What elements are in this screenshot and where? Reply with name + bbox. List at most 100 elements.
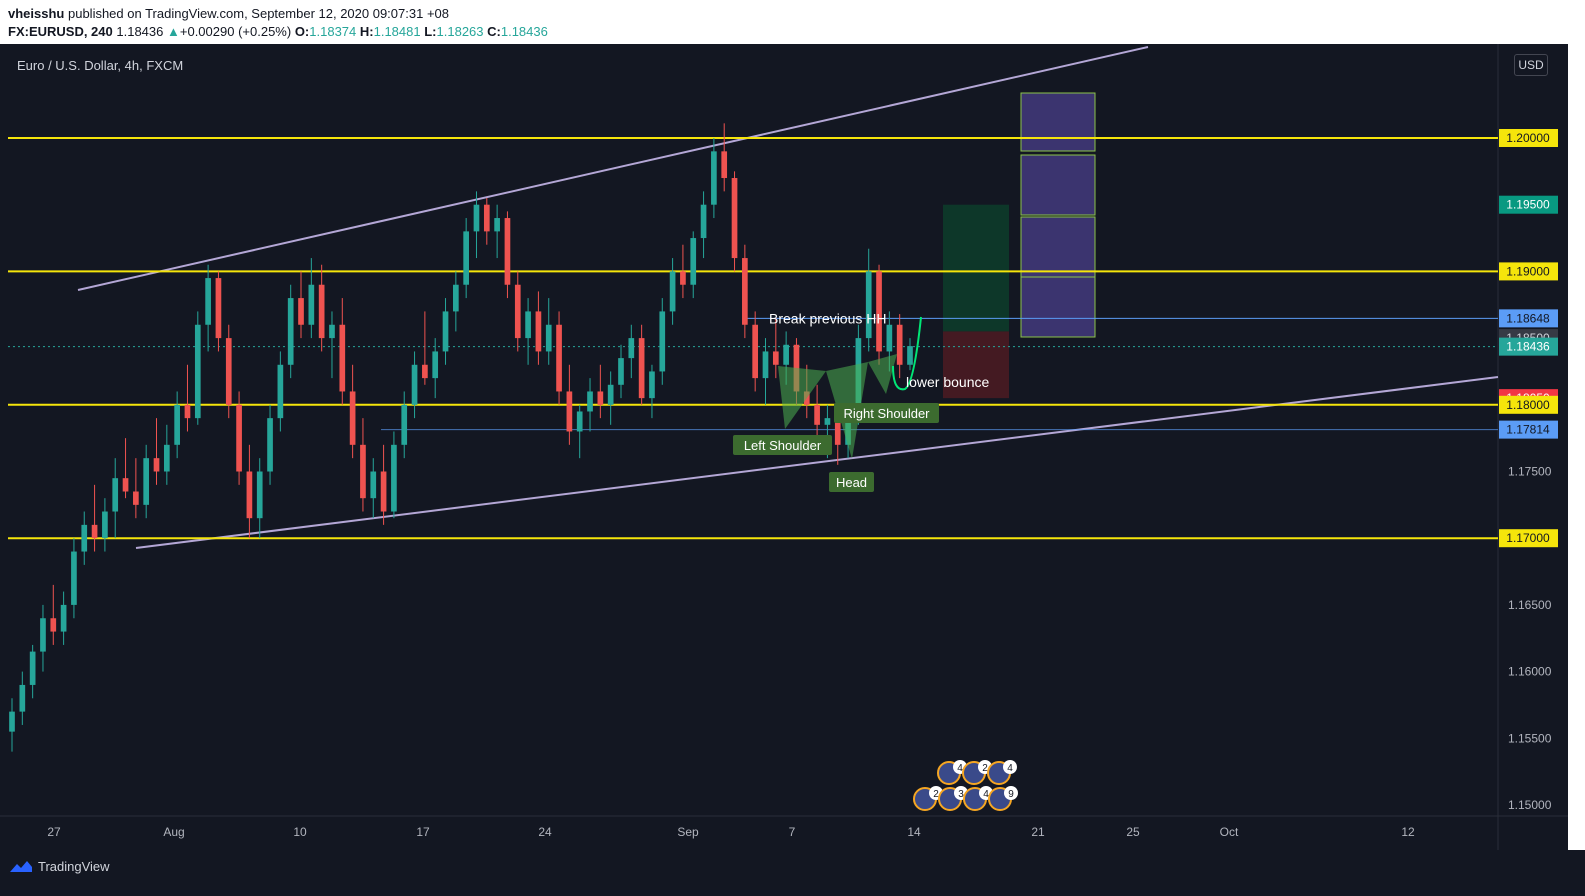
candle-body [700,204,707,239]
candle [236,391,242,485]
price-tag-label: 1.19500 [1506,198,1550,212]
candle [256,458,263,539]
candle [153,418,160,485]
currency-badge[interactable]: USD [1514,54,1548,76]
candle [349,364,356,459]
candle [19,671,26,725]
candle-body [19,684,26,712]
publisher-name[interactable]: vheisshu [8,6,65,21]
candle [411,351,418,419]
candle-body [391,444,397,512]
candle-body [680,271,686,285]
candle-body [834,418,841,445]
candle [50,584,57,645]
candle [669,258,676,325]
y-tick-label: 1.17500 [1508,465,1552,479]
candle [483,198,490,245]
event-count: 4 [1007,763,1013,774]
candle [896,314,903,379]
candle [370,458,377,519]
candle [453,271,459,332]
x-tick-label: 7 [789,825,796,839]
candle-body [360,444,366,499]
candle [865,248,872,352]
candle-body [752,324,759,379]
last-price: 1.18436 [116,24,164,39]
candle-body [29,651,36,685]
candle [9,698,15,752]
candle [514,271,521,352]
candle-body [122,478,129,492]
candle-body [339,324,346,392]
candle-body [308,284,315,325]
candle-body [246,471,253,519]
candle-body [432,351,439,379]
candle-body [329,324,335,339]
price-tag [1499,337,1558,356]
candle [566,364,573,445]
candle [721,123,728,192]
x-tick-label: 12 [1401,825,1415,839]
symbol-line: FX:EURUSD, 240 [8,24,113,39]
candle-body [783,344,789,365]
candle [762,338,769,405]
candle-body [545,324,552,352]
candle-body [525,311,531,339]
candle-body [60,604,67,632]
price-tag [1499,195,1558,214]
candle-body [349,391,356,445]
x-tick-label: 24 [538,825,552,839]
low-label: L: [424,24,437,39]
high-value: 1.18481 [373,24,421,39]
candle [422,311,428,385]
up-arrow-icon: ▲ [167,24,180,39]
right-shoulder-pattern [868,354,897,394]
candle-body [318,284,325,339]
candle-body [607,384,614,405]
candle-body [483,204,490,232]
footer: TradingView [0,850,1585,896]
x-tick-label: Aug [163,825,184,839]
low-value: 1.18263 [436,24,484,39]
candle [711,138,717,219]
y-tick-label: 1.15000 [1508,798,1552,812]
candle [432,338,439,399]
price-tag-label: 1.18000 [1506,398,1550,412]
candle-body [659,311,666,372]
candle-body [411,364,418,405]
publish-header: vheisshu published on TradingView.com, S… [0,0,1585,44]
event-marker-bottom: 4 [963,786,993,811]
x-tick-label: 25 [1126,825,1140,839]
candle-body [298,298,304,325]
price-chart[interactable]: 27 Aug 10 17 24 Sep 7 14 21 25 Oct 121.150001.15500… [0,44,1568,850]
candle [318,264,325,352]
price-tag [1499,529,1558,548]
candle-body [494,218,500,232]
candle [329,311,335,379]
chart-area[interactable]: 27 Aug 10 17 24 Sep 7 14 21 25 Oct 12 1.15000 1.15500… [0,44,1568,850]
candle-body [638,338,645,399]
candle-body [205,278,211,325]
x-tick-label: 14 [907,825,921,839]
candle-body [277,364,284,419]
candle-body [514,284,521,339]
projection-path [892,316,922,391]
open-label: O: [294,24,310,39]
candle-body [824,418,831,425]
candle-body [731,178,738,259]
price-tag-label: 1.20000 [1506,131,1550,145]
lower-bounce-label: lower bounce [906,374,989,390]
x-tick-label: 27 [47,825,61,839]
candle [277,351,284,432]
candle-body [556,324,562,392]
target-zone-box [1020,216,1096,278]
candle [907,338,913,371]
candle [163,424,170,485]
chart-title: Euro / U.S. Dollar, 4h, FXCM [17,58,184,73]
candle [246,444,253,539]
candle [628,324,635,379]
tradingview-logo[interactable]: TradingView [8,858,110,874]
candle [752,311,759,392]
candle [91,484,98,552]
candle-body [535,311,542,352]
